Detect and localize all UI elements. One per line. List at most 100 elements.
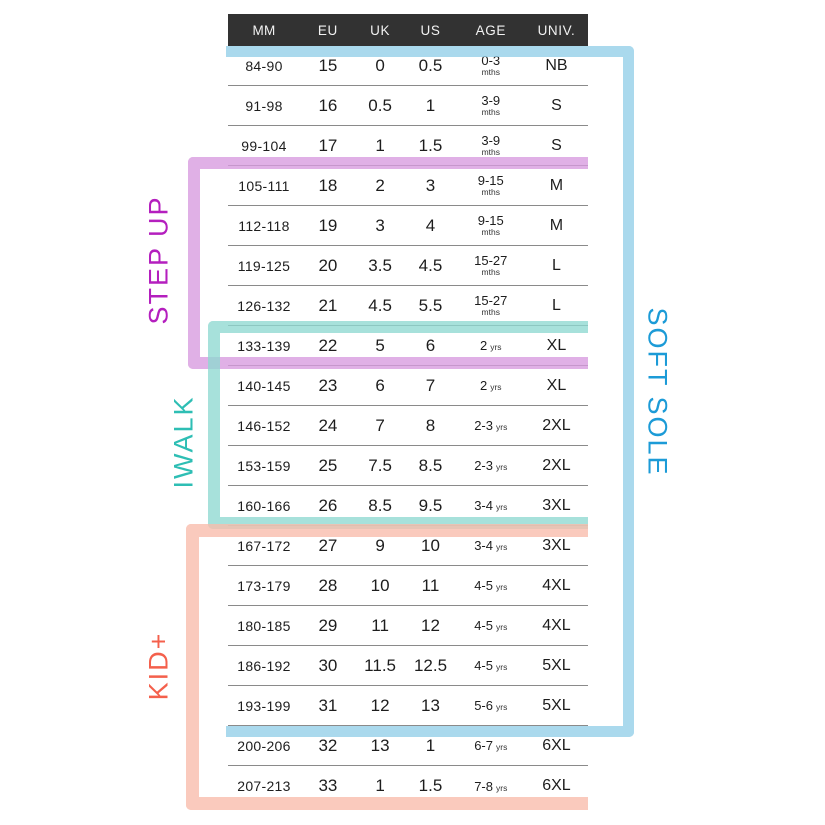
uk-cell: 0 bbox=[375, 55, 385, 75]
univ-cell: 5XL bbox=[542, 656, 571, 674]
age-value: 9-15 mths bbox=[477, 173, 504, 197]
eu-cell: 25 bbox=[318, 455, 338, 475]
age-cell: 7-8 yrs bbox=[457, 779, 525, 794]
age-cell: 3-9 mths bbox=[457, 134, 525, 157]
header-cell-age: AGE bbox=[475, 22, 506, 38]
age-value: 3-9 mths bbox=[481, 93, 501, 117]
age-cell: 6-7 yrs bbox=[457, 738, 525, 753]
uk-cell: 8.5 bbox=[368, 495, 392, 515]
univ-cell: L bbox=[552, 296, 561, 314]
age-cell: 15-27 mths bbox=[457, 294, 525, 317]
univ-cell: 6XL bbox=[542, 777, 571, 794]
eu-cell: 20 bbox=[318, 255, 338, 275]
us-cell: 13 bbox=[421, 695, 440, 715]
table-row: 84-90 15 0 0.5 0-3 mths NB bbox=[228, 46, 588, 86]
us-cell: 11 bbox=[421, 575, 440, 595]
univ-cell: 4XL bbox=[542, 576, 571, 594]
age-value: 2 yrs bbox=[479, 378, 502, 393]
age-cell: 4-5 yrs bbox=[457, 618, 525, 633]
us-cell: 7 bbox=[425, 375, 436, 395]
uk-cell: 11.5 bbox=[364, 655, 396, 675]
age-value: 3-4 yrs bbox=[474, 498, 508, 513]
uk-cell: 3.5 bbox=[368, 255, 392, 275]
table-row: 112-118 19 3 4 9-15 mths M bbox=[228, 206, 588, 246]
table-row: 133-139 22 5 6 2 yrs XL bbox=[228, 326, 588, 366]
eu-cell: 28 bbox=[318, 575, 338, 595]
eu-cell: 21 bbox=[318, 295, 338, 315]
table-row: 140-145 23 6 7 2 yrs XL bbox=[228, 366, 588, 406]
eu-cell: 17 bbox=[318, 135, 338, 155]
mm-cell: 99-104 bbox=[241, 137, 287, 154]
mm-cell: 180-185 bbox=[237, 617, 291, 634]
uk-cell: 7.5 bbox=[368, 455, 392, 475]
mm-cell: 126-132 bbox=[237, 297, 291, 314]
mm-cell: 105-111 bbox=[238, 177, 290, 194]
univ-cell: 6XL bbox=[542, 736, 571, 754]
age-value: 4-5 yrs bbox=[474, 578, 508, 593]
us-cell: 0.5 bbox=[418, 55, 443, 75]
age-value: 3-4 yrs bbox=[474, 538, 508, 553]
soft-sole-label: SOFT SOLE bbox=[642, 307, 673, 477]
age-cell: 9-15 mths bbox=[457, 214, 525, 237]
mm-cell: 160-166 bbox=[237, 497, 291, 514]
age-value: 0-3 mths bbox=[481, 53, 501, 77]
age-cell: 2 yrs bbox=[457, 338, 525, 353]
univ-cell: NB bbox=[545, 56, 568, 74]
age-value: 6-7 yrs bbox=[474, 738, 508, 753]
table-row: 119-125 20 3.5 4.5 15-27 mths L bbox=[228, 246, 588, 286]
mm-cell: 112-118 bbox=[238, 217, 290, 234]
age-cell: 0-3 mths bbox=[457, 54, 525, 77]
size-table: MM EU UK US AGE UNIV. 84-90 15 0 0.5 0-3 mths… bbox=[228, 14, 588, 806]
table-row: 91-98 16 0.5 1 3-9 mths S bbox=[228, 86, 588, 126]
us-cell: 4.5 bbox=[418, 255, 443, 275]
table-row: 193-199 31 12 13 5-6 yrs 5XL bbox=[228, 686, 588, 726]
univ-cell: M bbox=[549, 176, 564, 194]
uk-cell: 0.5 bbox=[368, 95, 392, 115]
uk-cell: 12 bbox=[370, 695, 390, 715]
univ-cell: S bbox=[551, 136, 562, 154]
age-cell: 2-3 yrs bbox=[457, 458, 525, 473]
us-cell: 12.5 bbox=[413, 655, 448, 675]
us-cell: 4 bbox=[425, 215, 436, 235]
univ-cell: 2XL bbox=[542, 456, 571, 474]
mm-cell: 133-139 bbox=[237, 337, 291, 354]
univ-cell: XL bbox=[546, 336, 567, 354]
table-row: 173-179 28 10 11 4-5 yrs 4XL bbox=[228, 566, 588, 606]
table-row: 99-104 17 1 1.5 3-9 mths S bbox=[228, 126, 588, 166]
eu-cell: 26 bbox=[318, 495, 338, 515]
header-cell-us: US bbox=[420, 22, 441, 38]
uk-cell: 5 bbox=[375, 335, 385, 355]
eu-cell: 29 bbox=[318, 615, 338, 635]
uk-cell: 10 bbox=[370, 575, 390, 595]
table-row: 167-172 27 9 10 3-4 yrs 3XL bbox=[228, 526, 588, 566]
univ-cell: 3XL bbox=[542, 536, 571, 554]
eu-cell: 18 bbox=[318, 175, 338, 195]
uk-cell: 6 bbox=[375, 375, 385, 395]
mm-cell: 200-206 bbox=[237, 737, 291, 754]
mm-cell: 84-90 bbox=[245, 57, 283, 74]
age-value: 2 yrs bbox=[479, 338, 502, 353]
age-cell: 15-27 mths bbox=[457, 254, 525, 277]
eu-cell: 31 bbox=[318, 695, 338, 715]
us-cell: 8 bbox=[425, 415, 436, 435]
age-value: 2-3 yrs bbox=[474, 458, 508, 473]
age-value: 9-15 mths bbox=[477, 213, 504, 237]
age-cell: 4-5 yrs bbox=[457, 578, 525, 593]
step-up-label: STEP UP bbox=[143, 195, 174, 325]
mm-cell: 140-145 bbox=[237, 377, 291, 394]
uk-cell: 11 bbox=[371, 615, 389, 635]
mm-cell: 207-213 bbox=[237, 778, 291, 794]
table-row: 153-159 25 7.5 8.5 2-3 yrs 2XL bbox=[228, 446, 588, 486]
eu-cell: 32 bbox=[318, 735, 338, 755]
table-body: 84-90 1 5 0 0.5 0-3 mths NB 91-98 16 0.5 1 3-9 mths S 9… bbox=[228, 46, 588, 806]
us-cell: 5.5 bbox=[418, 295, 443, 315]
us-cell: 12 bbox=[421, 615, 440, 635]
eu-cell: 19 bbox=[318, 215, 338, 235]
age-cell: 5-6 yrs bbox=[457, 698, 525, 713]
age-cell: 3-9 mths bbox=[457, 94, 525, 117]
us-cell: 8.5 bbox=[418, 455, 443, 475]
us-cell: 1 bbox=[425, 735, 436, 755]
uk-cell: 1 bbox=[375, 135, 385, 155]
univ-cell: M bbox=[549, 216, 564, 234]
